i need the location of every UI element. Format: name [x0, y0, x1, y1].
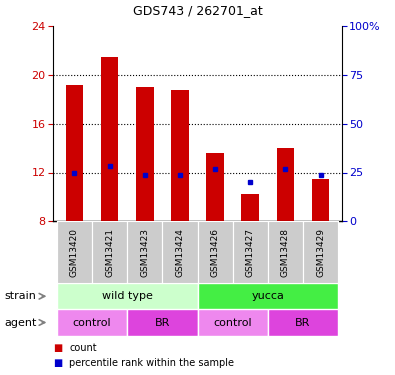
Text: BR: BR	[295, 318, 311, 327]
Text: strain: strain	[4, 291, 36, 301]
Text: GSM13429: GSM13429	[316, 228, 325, 277]
Text: GSM13424: GSM13424	[175, 228, 184, 277]
Bar	[268, 309, 338, 336]
Bar	[198, 221, 233, 283]
Text: GSM13426: GSM13426	[211, 228, 220, 277]
Text: yucca: yucca	[251, 291, 284, 301]
Bar	[127, 309, 198, 336]
Bar	[233, 221, 268, 283]
Text: GSM13427: GSM13427	[246, 228, 255, 277]
Text: GSM13423: GSM13423	[140, 228, 149, 277]
Bar	[66, 85, 83, 221]
Text: control: control	[213, 318, 252, 327]
Bar	[101, 57, 118, 221]
Text: GDS743 / 262701_at: GDS743 / 262701_at	[133, 4, 262, 17]
Bar	[206, 153, 224, 221]
Bar	[276, 148, 294, 221]
Bar	[92, 221, 127, 283]
Text: ■: ■	[53, 343, 62, 353]
Bar	[241, 194, 259, 221]
Text: GSM13420: GSM13420	[70, 228, 79, 277]
Bar	[198, 283, 338, 309]
Text: GSM13428: GSM13428	[281, 228, 290, 277]
Text: count: count	[69, 343, 97, 353]
Text: percentile rank within the sample: percentile rank within the sample	[69, 358, 234, 368]
Bar	[127, 221, 162, 283]
Bar	[303, 221, 338, 283]
Bar	[312, 178, 329, 221]
Bar	[136, 87, 154, 221]
Bar	[268, 221, 303, 283]
Text: wild type: wild type	[102, 291, 152, 301]
Text: control: control	[73, 318, 111, 327]
Bar	[198, 309, 268, 336]
Text: ■: ■	[53, 358, 62, 368]
Bar	[57, 309, 127, 336]
Text: GSM13421: GSM13421	[105, 228, 114, 277]
Bar	[162, 221, 198, 283]
Text: BR: BR	[155, 318, 170, 327]
Text: agent: agent	[4, 318, 36, 327]
Bar	[57, 283, 198, 309]
Bar	[57, 221, 92, 283]
Bar	[171, 90, 189, 221]
